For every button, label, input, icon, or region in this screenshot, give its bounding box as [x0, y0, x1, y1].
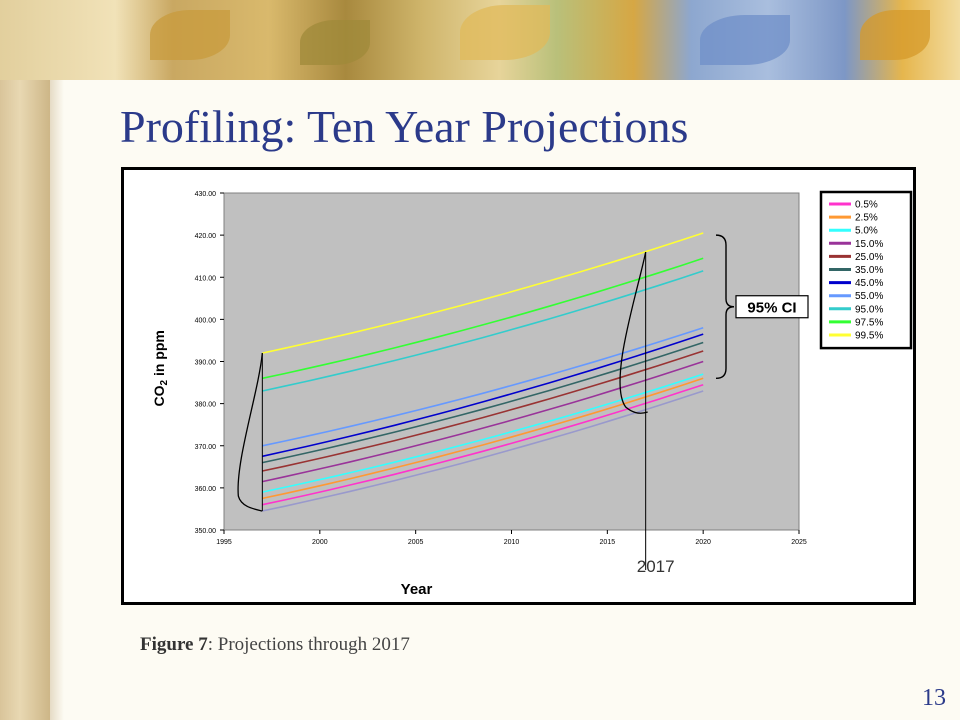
slide-title: Profiling: Ten Year Projections [120, 101, 689, 152]
y-axis-label-sub: 2 [159, 380, 170, 386]
co2-projection-chart: 350.00 360.00 370.00 380.00 390.00 400.00 410.… [124, 170, 913, 602]
x-tick-label: 2025 [791, 539, 807, 546]
y-axis-label-main: CO [151, 385, 167, 406]
series-line-450 [262, 333, 704, 458]
series-line-25 [262, 377, 704, 500]
legend-label: 0.5% [855, 200, 878, 211]
series-line-150 [262, 360, 704, 483]
series-line-50 [262, 373, 704, 493]
end-distribution-curve [619, 251, 648, 414]
x-tick-label: 2015 [600, 539, 616, 546]
series-line-995 [262, 232, 704, 354]
legend-label: 45.0% [855, 278, 883, 289]
x-tick-label: 2020 [695, 539, 711, 546]
y-tick-label: 350.00 [195, 528, 217, 535]
x-axis-label: Year [401, 581, 433, 598]
legend-label: 55.0% [855, 291, 883, 302]
series-line-975 [262, 257, 704, 380]
legend-label: 95.0% [855, 304, 883, 315]
leaf-decor [700, 15, 790, 65]
legend-label: 2.5% [855, 213, 878, 224]
year-2017-label: 2017 [637, 557, 675, 576]
legend-label: 15.0% [855, 239, 883, 250]
y-tick-label: 400.00 [195, 317, 217, 324]
leaf-decor [150, 10, 230, 60]
series-line-05 [262, 383, 704, 506]
figure-caption-label: Figure 7 [140, 634, 208, 655]
leaf-decor [300, 20, 370, 65]
left-decor-band [0, 0, 64, 720]
figure-caption: Figure 7: Projections through 2017 [140, 634, 410, 656]
legend-label: 5.0% [855, 226, 878, 237]
series-line-550 [262, 327, 704, 447]
y-tick-label: 370.00 [195, 444, 217, 451]
legend-label: 99.5% [855, 331, 883, 342]
ci-label: 95% CI [747, 300, 796, 317]
legend-label: 35.0% [855, 265, 883, 276]
series-line-lowest [262, 390, 704, 512]
top-decor-band [0, 0, 960, 80]
x-tick-label: 2000 [312, 539, 328, 546]
chart-frame: 350.00 360.00 370.00 380.00 390.00 400.00 410.… [121, 167, 916, 605]
x-tick-label: 2010 [504, 539, 520, 546]
legend: 0.5% 2.5% 5.0% 15.0% 25.0% 35.0% 45.0% 55.0% 95.… [819, 190, 913, 350]
y-axis-label: CO2 in ppm [151, 330, 170, 406]
y-tick-label: 430.00 [195, 191, 217, 198]
legend-label: 97.5% [855, 317, 883, 328]
plot-area [223, 192, 800, 531]
y-tick-label: 390.00 [195, 360, 217, 367]
y-tick-label: 380.00 [195, 402, 217, 409]
x-tick-label: 1995 [216, 539, 232, 546]
series-line-950 [262, 270, 704, 392]
figure-caption-text: : Projections through 2017 [207, 634, 410, 655]
x-tick-label: 2005 [408, 539, 424, 546]
start-distribution-curve [237, 353, 263, 512]
ci-label-box [735, 295, 809, 319]
leaf-decor [860, 10, 930, 60]
y-axis-label-tail: in ppm [151, 330, 167, 380]
leaf-decor [460, 5, 550, 60]
series-line-350 [262, 341, 704, 464]
slide-number: 13 [922, 685, 946, 711]
legend-label: 25.0% [855, 252, 883, 263]
series-line-250 [262, 350, 704, 472]
ci-brace [715, 234, 735, 380]
y-tick-label: 360.00 [195, 486, 217, 493]
y-tick-label: 420.00 [195, 233, 217, 240]
y-tick-label: 410.00 [195, 275, 217, 282]
